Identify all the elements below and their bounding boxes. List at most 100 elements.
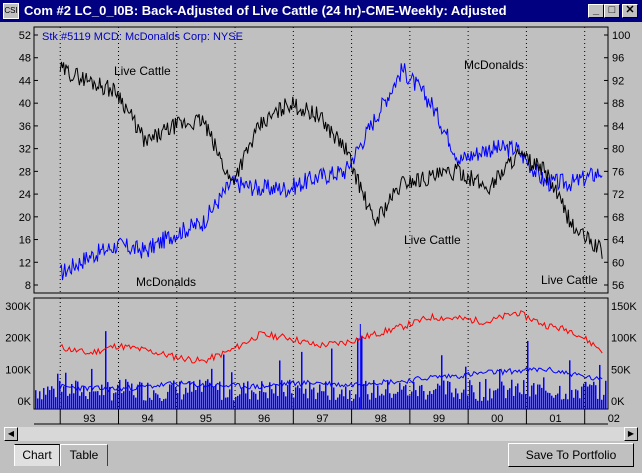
volume-bar — [579, 398, 581, 409]
volume-bar — [235, 396, 237, 409]
volume-bar — [329, 399, 331, 409]
volume-bar — [361, 335, 363, 409]
volume-bar — [381, 393, 383, 409]
right-tick-label: 96 — [612, 53, 624, 65]
volume-bar — [441, 355, 443, 409]
volume-bar — [311, 389, 313, 409]
volume-bar — [115, 392, 117, 409]
volume-bar — [535, 394, 537, 409]
volume-bar — [369, 399, 371, 409]
volume-bar — [213, 386, 215, 409]
volume-right-tick-label: 50K — [611, 364, 631, 376]
volume-bar — [141, 382, 143, 409]
volume-bar — [595, 385, 597, 409]
volume-bar — [597, 398, 599, 409]
volume-bar — [247, 381, 249, 409]
volume-right-tick-label: 0K — [611, 396, 625, 408]
volume-bar — [469, 380, 471, 409]
volume-bar — [571, 389, 573, 409]
horizontal-scrollbar[interactable]: ◀ ▶ — [4, 427, 638, 441]
volume-bar — [429, 391, 431, 409]
volume-bar — [283, 391, 285, 409]
volume-left-axis: 300K 200K 100K 0K — [5, 301, 31, 408]
window-title: Com #2 LC_0_I0B: Back-Adjusted of Live C… — [24, 3, 507, 18]
volume-bar — [201, 391, 203, 409]
volume-bar — [157, 394, 159, 409]
volume-bar — [471, 385, 473, 409]
volume-bar — [457, 393, 459, 409]
volume-bar — [131, 383, 133, 409]
volume-bar — [365, 380, 367, 409]
volume-bar — [345, 386, 347, 409]
volume-bar — [61, 391, 63, 409]
price-panel — [33, 26, 609, 294]
volume-bar — [75, 380, 77, 409]
volume-bar — [49, 390, 51, 409]
title-bar[interactable]: CSI Com #2 LC_0_I0B: Back-Adjusted of Li… — [0, 0, 642, 22]
volume-bar — [337, 397, 339, 409]
volume-bar — [525, 394, 527, 409]
volume-bar — [559, 385, 561, 409]
volume-bar — [69, 393, 71, 409]
volume-bar — [313, 387, 315, 409]
volume-bar — [473, 392, 475, 409]
volume-bar — [263, 392, 265, 409]
volume-bar — [383, 395, 385, 409]
right-tick-label: 64 — [612, 235, 624, 247]
volume-bar — [489, 388, 491, 409]
volume-bar — [563, 398, 565, 409]
volume-bar — [51, 386, 53, 409]
scroll-right-icon[interactable]: ▶ — [624, 427, 638, 441]
volume-bar — [121, 393, 123, 409]
volume-bar — [107, 382, 109, 409]
minimize-button[interactable]: _ — [588, 4, 604, 18]
volume-bar — [397, 391, 399, 409]
volume-bar — [531, 385, 533, 409]
volume-bar — [509, 388, 511, 409]
volume-bar — [37, 398, 39, 409]
close-button[interactable]: ✕ — [622, 4, 638, 18]
save-to-portfolio-button[interactable]: Save To Portfolio — [508, 443, 634, 467]
volume-bar — [139, 381, 141, 409]
price-lines — [59, 61, 603, 281]
volume-bar — [475, 398, 477, 409]
volume-bar — [109, 386, 111, 409]
volume-bar — [561, 399, 563, 409]
volume-bar — [71, 383, 73, 409]
volume-bar — [317, 392, 319, 409]
volume-bar — [421, 384, 423, 409]
volume-bar — [315, 399, 317, 409]
tab-table[interactable]: Table — [60, 444, 108, 466]
maximize-button[interactable]: □ — [604, 4, 620, 18]
volume-bar — [467, 395, 469, 409]
volume-bar — [101, 384, 103, 409]
volume-bar — [503, 385, 505, 409]
volume-bar — [215, 384, 217, 409]
volume-bar — [537, 384, 539, 409]
volume-bar — [153, 390, 155, 409]
volume-bar — [445, 394, 447, 409]
volume-bar — [73, 393, 75, 409]
volume-bar — [555, 394, 557, 409]
volume-bar — [551, 395, 553, 409]
volume-bar — [237, 395, 239, 409]
volume-bar — [265, 392, 267, 409]
volume-bar — [267, 398, 269, 409]
volume-lines — [59, 310, 603, 393]
volume-bar — [253, 392, 255, 409]
volume-bar — [459, 398, 461, 409]
left-tick-label: 52 — [19, 30, 31, 42]
system-menu-icon[interactable]: CSI — [3, 3, 19, 19]
volume-bar — [97, 391, 99, 409]
volume-bar — [481, 400, 483, 409]
tab-chart[interactable]: Chart — [14, 444, 60, 466]
left-tick-label: 36 — [19, 121, 31, 133]
volume-bar — [303, 393, 305, 409]
volume-bar — [169, 384, 171, 409]
volume-bar — [225, 397, 227, 409]
left-tick-label: 8 — [25, 280, 31, 292]
scroll-left-icon[interactable]: ◀ — [4, 427, 18, 441]
volume-bar — [427, 394, 429, 409]
annotation-mcdonalds-bottom: McDonalds — [136, 275, 196, 289]
volume-bar — [425, 399, 427, 409]
